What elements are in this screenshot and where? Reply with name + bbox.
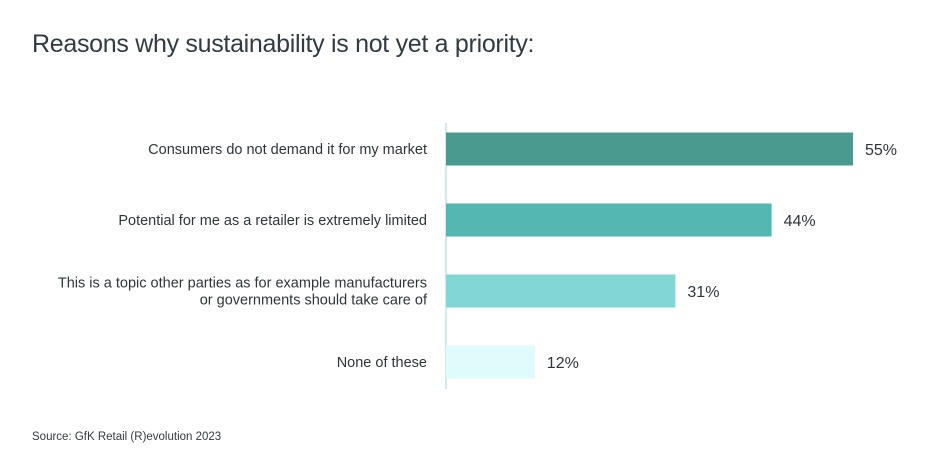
category-label-0: Consumers do not demand it for my market xyxy=(148,142,427,158)
value-label-3: 12% xyxy=(547,355,579,372)
category-label-2: This is a topic other parties as for exa… xyxy=(58,276,428,309)
bar-1 xyxy=(446,203,772,237)
bars-layer xyxy=(446,132,853,379)
chart-title: Reasons why sustainability is not yet a … xyxy=(32,30,535,58)
bar-3 xyxy=(446,345,535,379)
value-label-0: 55% xyxy=(865,142,897,159)
value-label-1: 44% xyxy=(784,213,816,230)
value-label-2: 31% xyxy=(687,284,719,301)
source-note: Source: GfK Retail (R)evolution 2023 xyxy=(32,431,222,443)
bar-2 xyxy=(446,274,676,308)
labels-layer: 55% Consumers do not demand it for my mar… xyxy=(58,142,897,372)
category-label-1: Potential for me as a retailer is extrem… xyxy=(118,213,427,229)
bar-0 xyxy=(446,132,853,166)
category-label-3: None of these xyxy=(337,355,427,371)
